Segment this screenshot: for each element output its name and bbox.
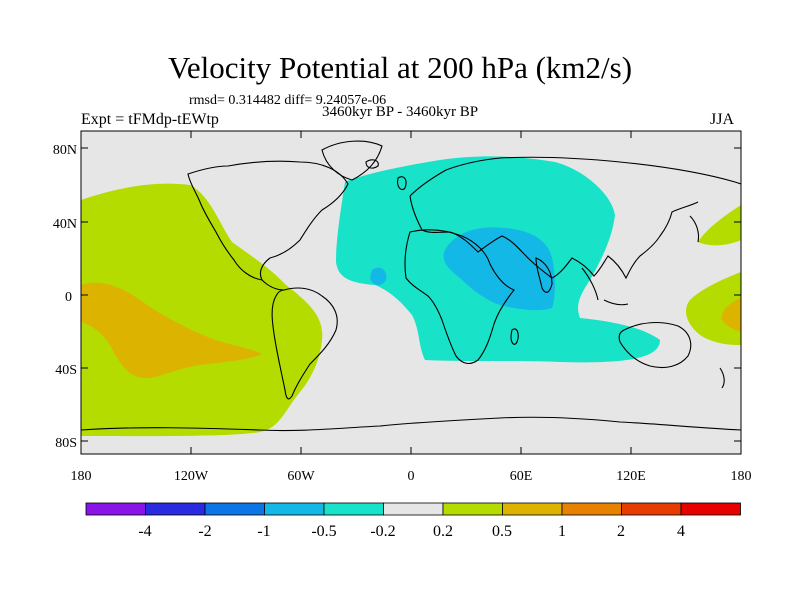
lat-tick-label: 0	[65, 290, 72, 305]
colorbar-labels: -4 -2 -1 -0.5 -0.2 0.2 0.5 1 2 4	[138, 523, 685, 540]
europe-asia-coastline	[409, 156, 741, 280]
lon-tick-label: 0	[408, 469, 415, 484]
new-zealand-coastline	[719, 367, 725, 389]
colorbar-label: -0.2	[370, 523, 395, 540]
southeast-asia-coastline	[581, 267, 629, 306]
colorbar-label: 0.5	[492, 523, 512, 540]
lon-tick-label: 180	[71, 469, 92, 484]
antarctica-coastline	[81, 416, 741, 432]
coastlines	[81, 140, 741, 432]
lon-tick-label: 60W	[287, 469, 315, 484]
colorbar-label: 0.2	[433, 523, 453, 540]
colorbar-label: -2	[198, 523, 211, 540]
south-america-coastline	[271, 287, 338, 400]
colorbar-box	[621, 502, 682, 516]
africa-coastline	[404, 229, 515, 365]
colorbar-label: -1	[257, 523, 270, 540]
experiment-label: Expt = tFMdp-tEWtp	[81, 111, 219, 128]
colorbar-boxes	[85, 502, 741, 516]
lat-tick-label: 40S	[55, 363, 77, 378]
arabia-negative-core	[443, 227, 555, 311]
west-pacific-positive-region	[685, 272, 741, 345]
colorbar-label: 1	[558, 523, 566, 540]
colorbar-label: -0.5	[311, 523, 336, 540]
colorbar-box	[264, 502, 325, 516]
west-pacific-positive-core	[721, 298, 741, 332]
india-coastline	[535, 257, 553, 293]
lon-tick-label: 60E	[510, 469, 533, 484]
pacific-positive-core	[81, 282, 262, 379]
australia-coastline	[618, 321, 692, 369]
colorbar-label: 4	[677, 523, 685, 540]
atlantic-negative-core	[370, 267, 387, 286]
lat-tick-label: 40N	[53, 217, 77, 232]
longitude-axis: 180 120W 60W 0 60E 120E 180	[71, 131, 752, 484]
contour-field	[81, 131, 741, 454]
north-america-coastline	[187, 160, 349, 281]
lon-tick-label: 120E	[616, 469, 646, 484]
colorbar-box	[502, 502, 563, 516]
uk-coastline	[397, 176, 407, 191]
stats-line: rmsd= 0.314482 diff= 9.24057e-06	[189, 93, 387, 108]
colorbar-box	[145, 502, 206, 516]
lon-tick-label: 180	[731, 469, 752, 484]
season-label: JJA	[710, 111, 735, 128]
colorbar-box	[442, 502, 503, 516]
colorbar-label: 2	[617, 523, 625, 540]
iceland-coastline	[365, 159, 379, 169]
colorbar-box	[561, 502, 622, 516]
colorbar-box	[383, 502, 444, 516]
colorbar-box	[85, 502, 146, 516]
colorbar-box	[204, 502, 265, 516]
madagascar-coastline	[510, 328, 519, 345]
greenland-coastline	[321, 140, 383, 181]
colorbar-box	[680, 502, 741, 516]
colorbar: -4 -2 -1 -0.5 -0.2 0.2 0.5 1 2 4	[85, 502, 741, 540]
lon-tick-label: 120W	[174, 469, 209, 484]
japan-coastline	[689, 215, 700, 243]
colorbar-label: -4	[138, 523, 151, 540]
latitude-axis: 80N 40N 0 40S 80S	[53, 143, 741, 451]
colorbar-box	[323, 502, 384, 516]
lat-tick-label: 80N	[53, 143, 77, 158]
subtitle: 3460kyr BP - 3460kyr BP	[322, 104, 479, 120]
lat-tick-label: 80S	[55, 436, 77, 451]
north-pacific-positive-region	[698, 205, 741, 246]
map-title: Velocity Potential at 200 hPa (km2/s)	[167, 50, 633, 85]
